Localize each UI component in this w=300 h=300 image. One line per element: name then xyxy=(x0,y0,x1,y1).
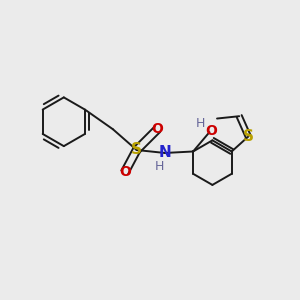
Text: H: H xyxy=(155,160,164,173)
Text: O: O xyxy=(152,122,164,136)
Text: O: O xyxy=(205,124,217,138)
Text: O: O xyxy=(119,165,131,179)
Text: N: N xyxy=(158,146,171,160)
Text: H: H xyxy=(196,117,205,130)
Text: S: S xyxy=(243,129,254,144)
Text: S: S xyxy=(131,142,142,158)
